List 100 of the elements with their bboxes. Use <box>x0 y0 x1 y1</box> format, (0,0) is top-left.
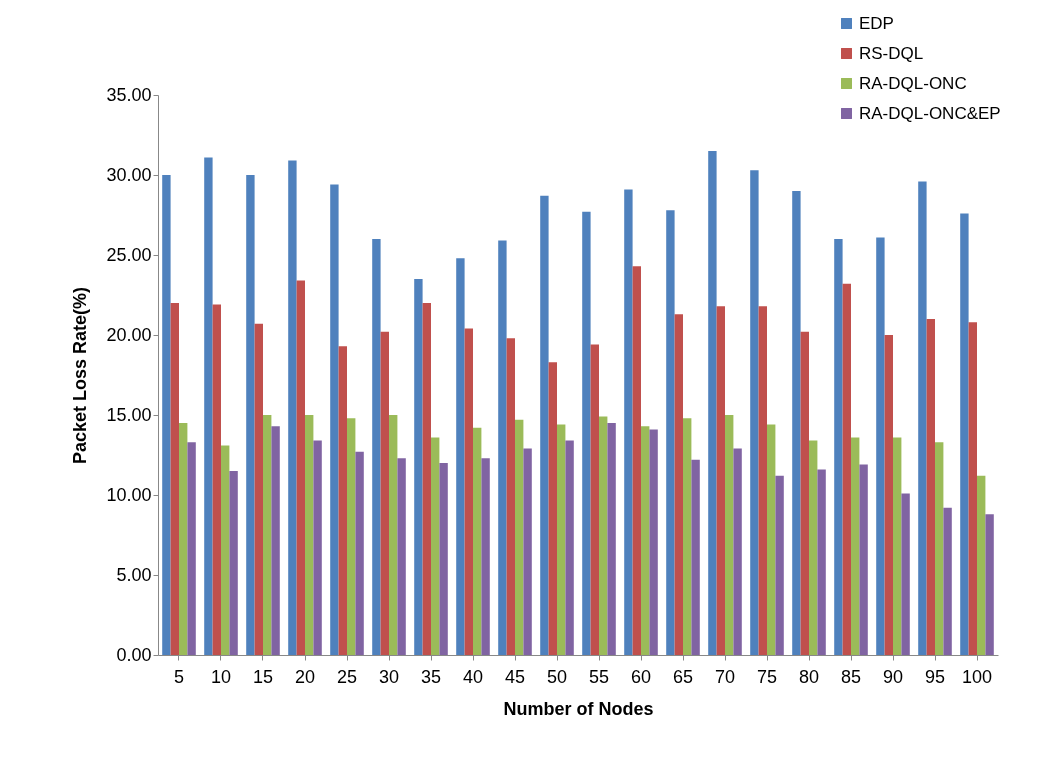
bar <box>632 266 641 655</box>
bar <box>884 335 893 655</box>
bar <box>397 458 406 655</box>
bar <box>985 514 994 655</box>
x-tick-label: 15 <box>252 666 274 687</box>
x-tick-label: 10 <box>210 666 232 687</box>
bar <box>649 429 658 655</box>
bar <box>943 507 952 655</box>
bar <box>506 338 515 655</box>
bar <box>901 493 910 655</box>
bar <box>851 437 860 655</box>
bar <box>439 463 448 655</box>
bar <box>716 306 725 655</box>
bar <box>179 423 188 655</box>
x-tick-label: 60 <box>630 666 652 687</box>
bar <box>170 303 179 655</box>
bar <box>338 346 347 655</box>
x-tick-label: 80 <box>798 666 820 687</box>
legend-label: RS-DQL <box>859 43 924 63</box>
x-tick-label: 35 <box>420 666 442 687</box>
bar <box>792 191 801 655</box>
y-tick-label: 20.00 <box>106 324 152 345</box>
bar <box>347 418 356 655</box>
bar <box>540 195 549 655</box>
bar <box>313 440 322 655</box>
bar <box>271 426 280 655</box>
bar <box>968 322 977 655</box>
bar <box>229 471 238 655</box>
bar <box>960 213 969 655</box>
x-tick-label: 65 <box>672 666 694 687</box>
bar <box>557 424 566 655</box>
bar <box>515 419 524 655</box>
bar <box>456 258 465 655</box>
x-tick-label: 70 <box>714 666 736 687</box>
bar <box>355 451 364 655</box>
x-tick-label: 75 <box>756 666 778 687</box>
bar <box>599 416 608 655</box>
bar <box>380 331 389 655</box>
bar <box>775 475 784 655</box>
bar <box>263 415 272 655</box>
bar <box>254 323 263 655</box>
bar <box>212 304 221 655</box>
legend-label: RA-DQL-ONC&EP <box>859 103 1001 123</box>
bar <box>590 344 599 655</box>
bar <box>187 442 196 655</box>
x-tick-label: 45 <box>504 666 526 687</box>
bar <box>800 331 809 655</box>
bar <box>859 464 868 655</box>
bar <box>565 440 574 655</box>
x-tick-label: 100 <box>961 666 993 687</box>
bar <box>296 280 305 655</box>
bar <box>414 279 423 655</box>
bar <box>918 181 927 655</box>
bar <box>817 469 826 655</box>
x-tick-label: 55 <box>588 666 610 687</box>
bar <box>523 448 532 655</box>
y-tick-label: 35.00 <box>106 84 152 105</box>
bar <box>758 306 767 655</box>
bar <box>498 240 507 655</box>
x-tick-label: 5 <box>173 666 185 687</box>
x-tick-label: 95 <box>924 666 946 687</box>
x-tick-label: 20 <box>294 666 316 687</box>
y-axis-title: Packet Loss Rate(%) <box>70 286 91 465</box>
y-tick-label: 0.00 <box>116 644 152 665</box>
bar <box>708 151 717 655</box>
bar <box>641 426 650 655</box>
bar <box>842 283 851 655</box>
bar <box>548 362 557 655</box>
bar <box>422 303 431 655</box>
bar <box>733 448 742 655</box>
bar <box>372 239 381 655</box>
x-axis-title: Number of Nodes <box>503 698 654 719</box>
bar <box>204 157 213 655</box>
y-tick-label: 25.00 <box>106 244 152 265</box>
bar <box>431 437 440 655</box>
bar <box>464 328 473 655</box>
bar <box>674 314 683 655</box>
bar <box>582 211 591 655</box>
bar <box>305 415 314 655</box>
y-tick-label: 5.00 <box>116 564 152 585</box>
bar <box>977 475 986 655</box>
y-tick-label: 30.00 <box>106 164 152 185</box>
legend-label: EDP <box>859 13 894 33</box>
bar <box>725 415 734 655</box>
x-tick-label: 90 <box>882 666 904 687</box>
bar <box>389 415 398 655</box>
bar <box>666 210 675 655</box>
bar <box>926 319 935 655</box>
bar <box>893 437 902 655</box>
bar <box>624 189 633 655</box>
x-tick-label: 85 <box>840 666 862 687</box>
bar <box>330 184 339 655</box>
legend-label: RA-DQL-ONC <box>859 73 967 93</box>
bar <box>876 237 885 655</box>
bar <box>607 423 616 655</box>
x-tick-label: 50 <box>546 666 568 687</box>
bar <box>691 459 700 655</box>
bar <box>481 458 490 655</box>
bar <box>473 427 482 655</box>
bar <box>750 170 759 655</box>
